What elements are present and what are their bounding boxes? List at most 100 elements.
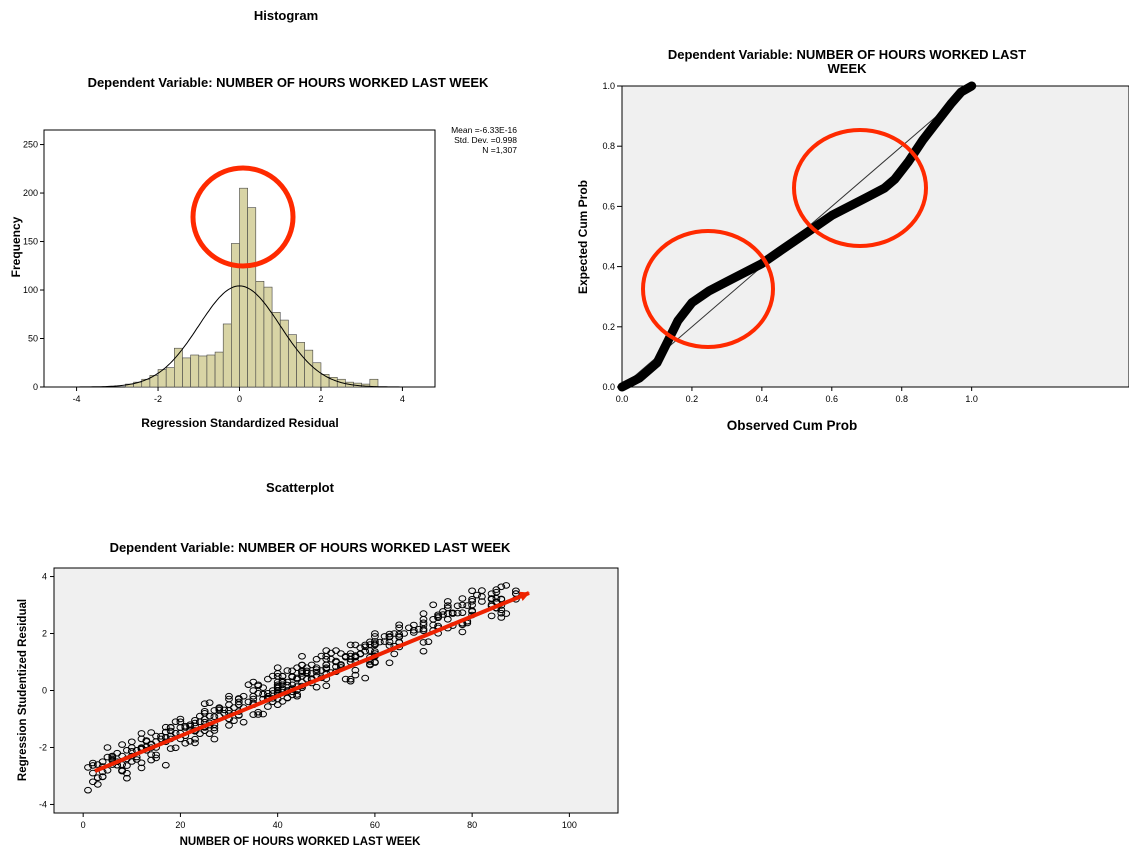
- scatterplot-point: [89, 762, 97, 769]
- histogram-y-ticks: 0 50 100 150 200 250: [23, 140, 44, 392]
- pp-plot-y-tick-label: 0.2: [602, 322, 615, 332]
- scatterplot-point: [487, 595, 496, 602]
- scatterplot-point: [171, 744, 180, 752]
- scatterplot-point: [123, 762, 131, 769]
- scatterplot-point: [429, 601, 438, 609]
- histogram-stats: Mean =-6.33E-16 Std. Dev. =0.998 N =1,30…: [451, 125, 517, 155]
- scatterplot-point: [351, 652, 360, 659]
- scatterplot-point: [98, 773, 107, 780]
- pp-plot-x-ticks: 0.0 0.2 0.4 0.6 0.8 1.0: [616, 387, 978, 404]
- scatterplot-point: [400, 630, 409, 637]
- histogram-bar: [304, 349, 314, 388]
- scatterplot-point: [395, 621, 404, 629]
- scatterplot-point: [205, 712, 214, 720]
- scatterplot-point: [186, 722, 195, 730]
- scatterplot-point: [142, 738, 151, 745]
- scatterplot-point: [497, 614, 506, 621]
- scatterplot-point: [200, 708, 209, 715]
- scatterplot-point: [351, 666, 360, 674]
- scatterplot-point: [132, 756, 141, 763]
- pp-plot-x-tick-label: 0.2: [686, 394, 699, 404]
- scatterplot-point: [205, 699, 214, 707]
- scatterplot-point: [254, 708, 263, 716]
- scatterplot-point: [458, 601, 467, 609]
- scatterplot-point: [487, 612, 496, 620]
- histogram-bar: [279, 319, 289, 388]
- scatterplot-caption: Scatterplot: [266, 480, 335, 495]
- scatterplot-point: [191, 719, 199, 727]
- scatterplot-point: [191, 717, 199, 724]
- pp-plot-x-tick-label: 0.4: [756, 394, 769, 404]
- histogram-bar: [206, 354, 216, 388]
- scatterplot-point: [453, 602, 462, 610]
- scatterplot-point: [322, 665, 331, 673]
- histogram-normal-curve: [76, 285, 403, 388]
- scatterplot-point: [458, 628, 467, 636]
- pp-plot-y-tick-label: 0.0: [602, 382, 615, 392]
- histogram-bar: [263, 286, 273, 388]
- scatterplot-point: [254, 690, 263, 697]
- scatterplot-point: [361, 674, 370, 682]
- scatterplot-point: [497, 595, 506, 603]
- scatterplot-point: [439, 608, 447, 615]
- scatterplot-x-tick-label: 60: [370, 820, 380, 830]
- scatterplot-point: [215, 705, 224, 712]
- scatterplot-point: [244, 681, 253, 689]
- scatterplot-point: [278, 677, 287, 685]
- histogram-stat-mean: Mean =-6.33E-16: [451, 125, 517, 135]
- scatterplot-point: [118, 741, 126, 748]
- scatterplot-point: [210, 727, 219, 734]
- scatterplot-point: [181, 740, 190, 747]
- scatterplot-point: [497, 583, 506, 591]
- scatterplot-points: [84, 582, 520, 794]
- scatterplot-point: [337, 661, 345, 668]
- scatterplot-point: [288, 667, 297, 675]
- scatterplot-point: [346, 641, 355, 649]
- scatterplot-point: [332, 657, 340, 665]
- scatterplot-chart: Scatterplot Dependent Variable: NUMBER O…: [17, 480, 619, 848]
- scatterplot-point: [259, 710, 268, 718]
- pp-plot-x-tick-label: 0.6: [826, 394, 839, 404]
- scatterplot-point: [409, 629, 418, 636]
- histogram-bar: [222, 323, 232, 388]
- scatterplot-point: [127, 758, 136, 765]
- histogram-bar: [182, 357, 191, 388]
- scatterplot-x-tick-label: 0: [81, 820, 86, 830]
- scatterplot-point: [443, 602, 452, 609]
- scatterplot-point: [181, 722, 190, 730]
- scatterplot-point: [361, 643, 370, 651]
- pp-plot-highlight-circle-upper: [792, 128, 928, 248]
- scatterplot-point: [512, 587, 520, 595]
- scatterplot-point: [502, 610, 511, 617]
- scatterplot-point: [147, 751, 156, 758]
- histogram-x-tick-label: 4: [400, 394, 405, 404]
- scatterplot-x-tick-label: 40: [273, 820, 283, 830]
- scatterplot-point: [152, 751, 161, 759]
- scatterplot-point: [127, 738, 136, 746]
- scatterplot-point: [108, 752, 117, 760]
- scatterplot-point: [463, 602, 472, 609]
- pp-plot-title-line-1: Dependent Variable: NUMBER OF HOURS WORK…: [668, 47, 1026, 62]
- scatterplot-point: [225, 692, 233, 700]
- scatterplot-point: [371, 640, 379, 647]
- scatterplot-point: [478, 598, 486, 605]
- histogram-y-tick-label: 150: [23, 237, 38, 247]
- scatterplot-point: [302, 669, 311, 677]
- scatterplot-point: [293, 692, 302, 700]
- scatterplot-point: [259, 690, 268, 698]
- scatterplot-point: [288, 681, 297, 689]
- scatterplot-point: [497, 606, 506, 614]
- scatterplot-point: [147, 729, 156, 736]
- scatterplot-point: [322, 661, 331, 669]
- scatterplot-point: [424, 638, 433, 646]
- scatterplot-point: [497, 609, 506, 617]
- histogram-stat-sd: Std. Dev. =0.998: [454, 135, 517, 145]
- scatterplot-point: [176, 718, 185, 726]
- scatterplot-point: [312, 655, 321, 663]
- pp-plot-highlight-circle-lower: [641, 229, 775, 349]
- scatterplot-point: [371, 630, 379, 637]
- histogram-bar: [288, 334, 297, 388]
- histogram-title: Dependent Variable: NUMBER OF HOURS WORK…: [88, 75, 489, 90]
- scatterplot-point: [230, 717, 238, 725]
